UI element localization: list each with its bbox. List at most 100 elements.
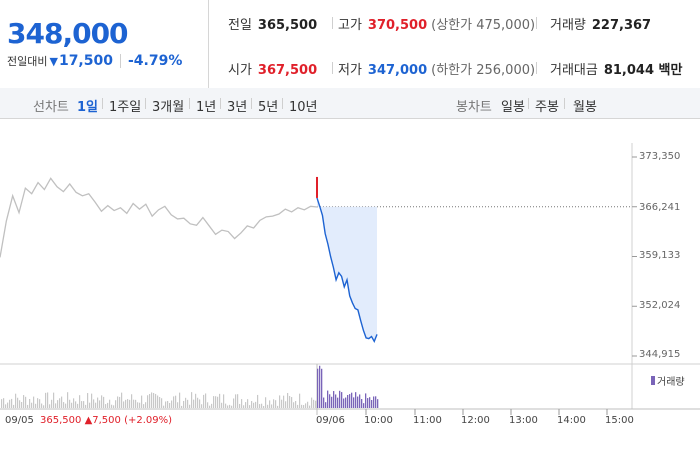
prev-close-label: 전일 xyxy=(228,18,252,33)
volume-bar xyxy=(215,396,217,408)
tab-1week[interactable]: 1주일 xyxy=(109,100,142,115)
volume-bar xyxy=(135,399,137,408)
volume-bar xyxy=(297,404,299,408)
volume-bar xyxy=(69,399,71,408)
volume-bar xyxy=(53,392,55,408)
volume-bar xyxy=(139,402,141,408)
volume-bar xyxy=(89,402,91,408)
x-tick-label: 14:00 xyxy=(557,415,586,426)
volume-bar xyxy=(283,395,285,408)
volume-bar xyxy=(341,392,343,408)
prev-day-close: 365,500 xyxy=(40,415,82,426)
change-label: 전일대비 xyxy=(7,55,48,68)
tab-3month[interactable]: 3개월 xyxy=(152,100,185,115)
volume-bar xyxy=(309,405,311,408)
volume-bar xyxy=(5,404,7,408)
divider xyxy=(220,98,221,109)
volume-bar xyxy=(35,403,37,408)
volume-bar xyxy=(95,402,97,408)
amount-stat: 거래대금 81,044 백만 xyxy=(550,59,682,78)
divider xyxy=(332,17,333,29)
volume-bar xyxy=(93,399,95,408)
volume-bar xyxy=(13,404,15,408)
volume-value: 227,367 xyxy=(591,18,652,33)
volume-bar xyxy=(159,397,161,408)
low-label: 저가 xyxy=(338,63,362,78)
volume-bar xyxy=(291,397,293,408)
tab-10year[interactable]: 10년 xyxy=(289,100,318,115)
price-chart: 373,350 366,241 359,133 352,024 344,915 … xyxy=(0,119,700,450)
volume-bar xyxy=(185,397,187,408)
volume-bar xyxy=(115,400,117,408)
volume-bar xyxy=(327,390,329,408)
volume-bar xyxy=(37,398,39,408)
volume-bar xyxy=(43,405,45,408)
tab-1year[interactable]: 1년 xyxy=(196,100,217,115)
volume-bar xyxy=(181,405,183,408)
change-abs: 17,500 xyxy=(58,53,113,69)
tab-weekly-candle[interactable]: 주봉 xyxy=(535,100,559,115)
volume-bar xyxy=(57,400,59,408)
volume-bar xyxy=(157,395,159,408)
divider xyxy=(189,98,190,109)
volume-bar xyxy=(231,405,233,408)
volume-bar xyxy=(269,400,271,408)
change-row: 전일대비 ▼ 17,500 -4.79% xyxy=(7,53,182,69)
volume-bar xyxy=(305,403,307,408)
volume-bar xyxy=(155,393,157,408)
volume-bar xyxy=(331,396,333,408)
today-fill-area xyxy=(317,197,377,342)
tab-monthly-candle[interactable]: 월봉 xyxy=(573,100,597,115)
volume-bar xyxy=(271,404,273,408)
volume-bar xyxy=(195,393,197,408)
volume-bar xyxy=(343,398,345,408)
volume-bar xyxy=(229,404,231,408)
volume-bar xyxy=(263,405,265,408)
volume-bar xyxy=(167,400,169,408)
volume-bar xyxy=(361,399,363,408)
divider xyxy=(564,98,565,109)
today-price-line xyxy=(316,197,378,344)
prev-close-note: 09/05 365,500 ▲7,500 (+2.09%) xyxy=(5,415,172,426)
volume-bar xyxy=(23,395,25,408)
chart-canvas xyxy=(0,143,700,415)
volume-bar xyxy=(143,404,145,408)
divider xyxy=(282,98,283,109)
volume-bar xyxy=(77,403,79,408)
volume-bar xyxy=(281,399,283,408)
volume-bar xyxy=(79,395,81,408)
quote-header: 348,000 전일대비 ▼ 17,500 -4.79% 전일 365,500 고… xyxy=(0,0,700,89)
current-price: 348,000 xyxy=(7,17,129,50)
volume-bar xyxy=(123,401,125,408)
volume-bar xyxy=(191,392,193,408)
volume-bar xyxy=(279,395,281,408)
volume-bar xyxy=(17,397,19,408)
volume-bar xyxy=(347,395,349,408)
volume-bar xyxy=(375,396,377,408)
volume-bar xyxy=(355,392,357,408)
volume-bar xyxy=(61,396,63,408)
volume-label: 거래량 xyxy=(550,18,586,33)
price-box: 348,000 전일대비 ▼ 17,500 -4.79% xyxy=(0,0,209,88)
quote-stats: 전일 365,500 고가 370,500 (상한가 475,000) 거래량 227,… xyxy=(209,0,700,88)
volume-bar xyxy=(161,398,163,408)
volume-bar xyxy=(19,400,21,408)
volume-bar xyxy=(377,399,379,408)
x-tick-label: 15:00 xyxy=(605,415,634,426)
volume-bar xyxy=(369,397,371,408)
volume-bar xyxy=(219,393,221,408)
volume-bar xyxy=(237,394,239,408)
tab-5year[interactable]: 5년 xyxy=(258,100,279,115)
tab-3year[interactable]: 3년 xyxy=(227,100,248,115)
volume-bar xyxy=(59,398,61,408)
tab-daily-candle[interactable]: 일봉 xyxy=(501,100,525,115)
volume-bar xyxy=(221,402,223,408)
volume-bar xyxy=(339,390,341,408)
volume-bar xyxy=(179,392,181,408)
tab-1day[interactable]: 1일 xyxy=(77,100,99,115)
volume-bar xyxy=(41,403,43,408)
volume-bar xyxy=(251,401,253,408)
volume-bar xyxy=(101,395,103,408)
volume-bar xyxy=(29,399,31,408)
volume-bar xyxy=(277,405,279,408)
